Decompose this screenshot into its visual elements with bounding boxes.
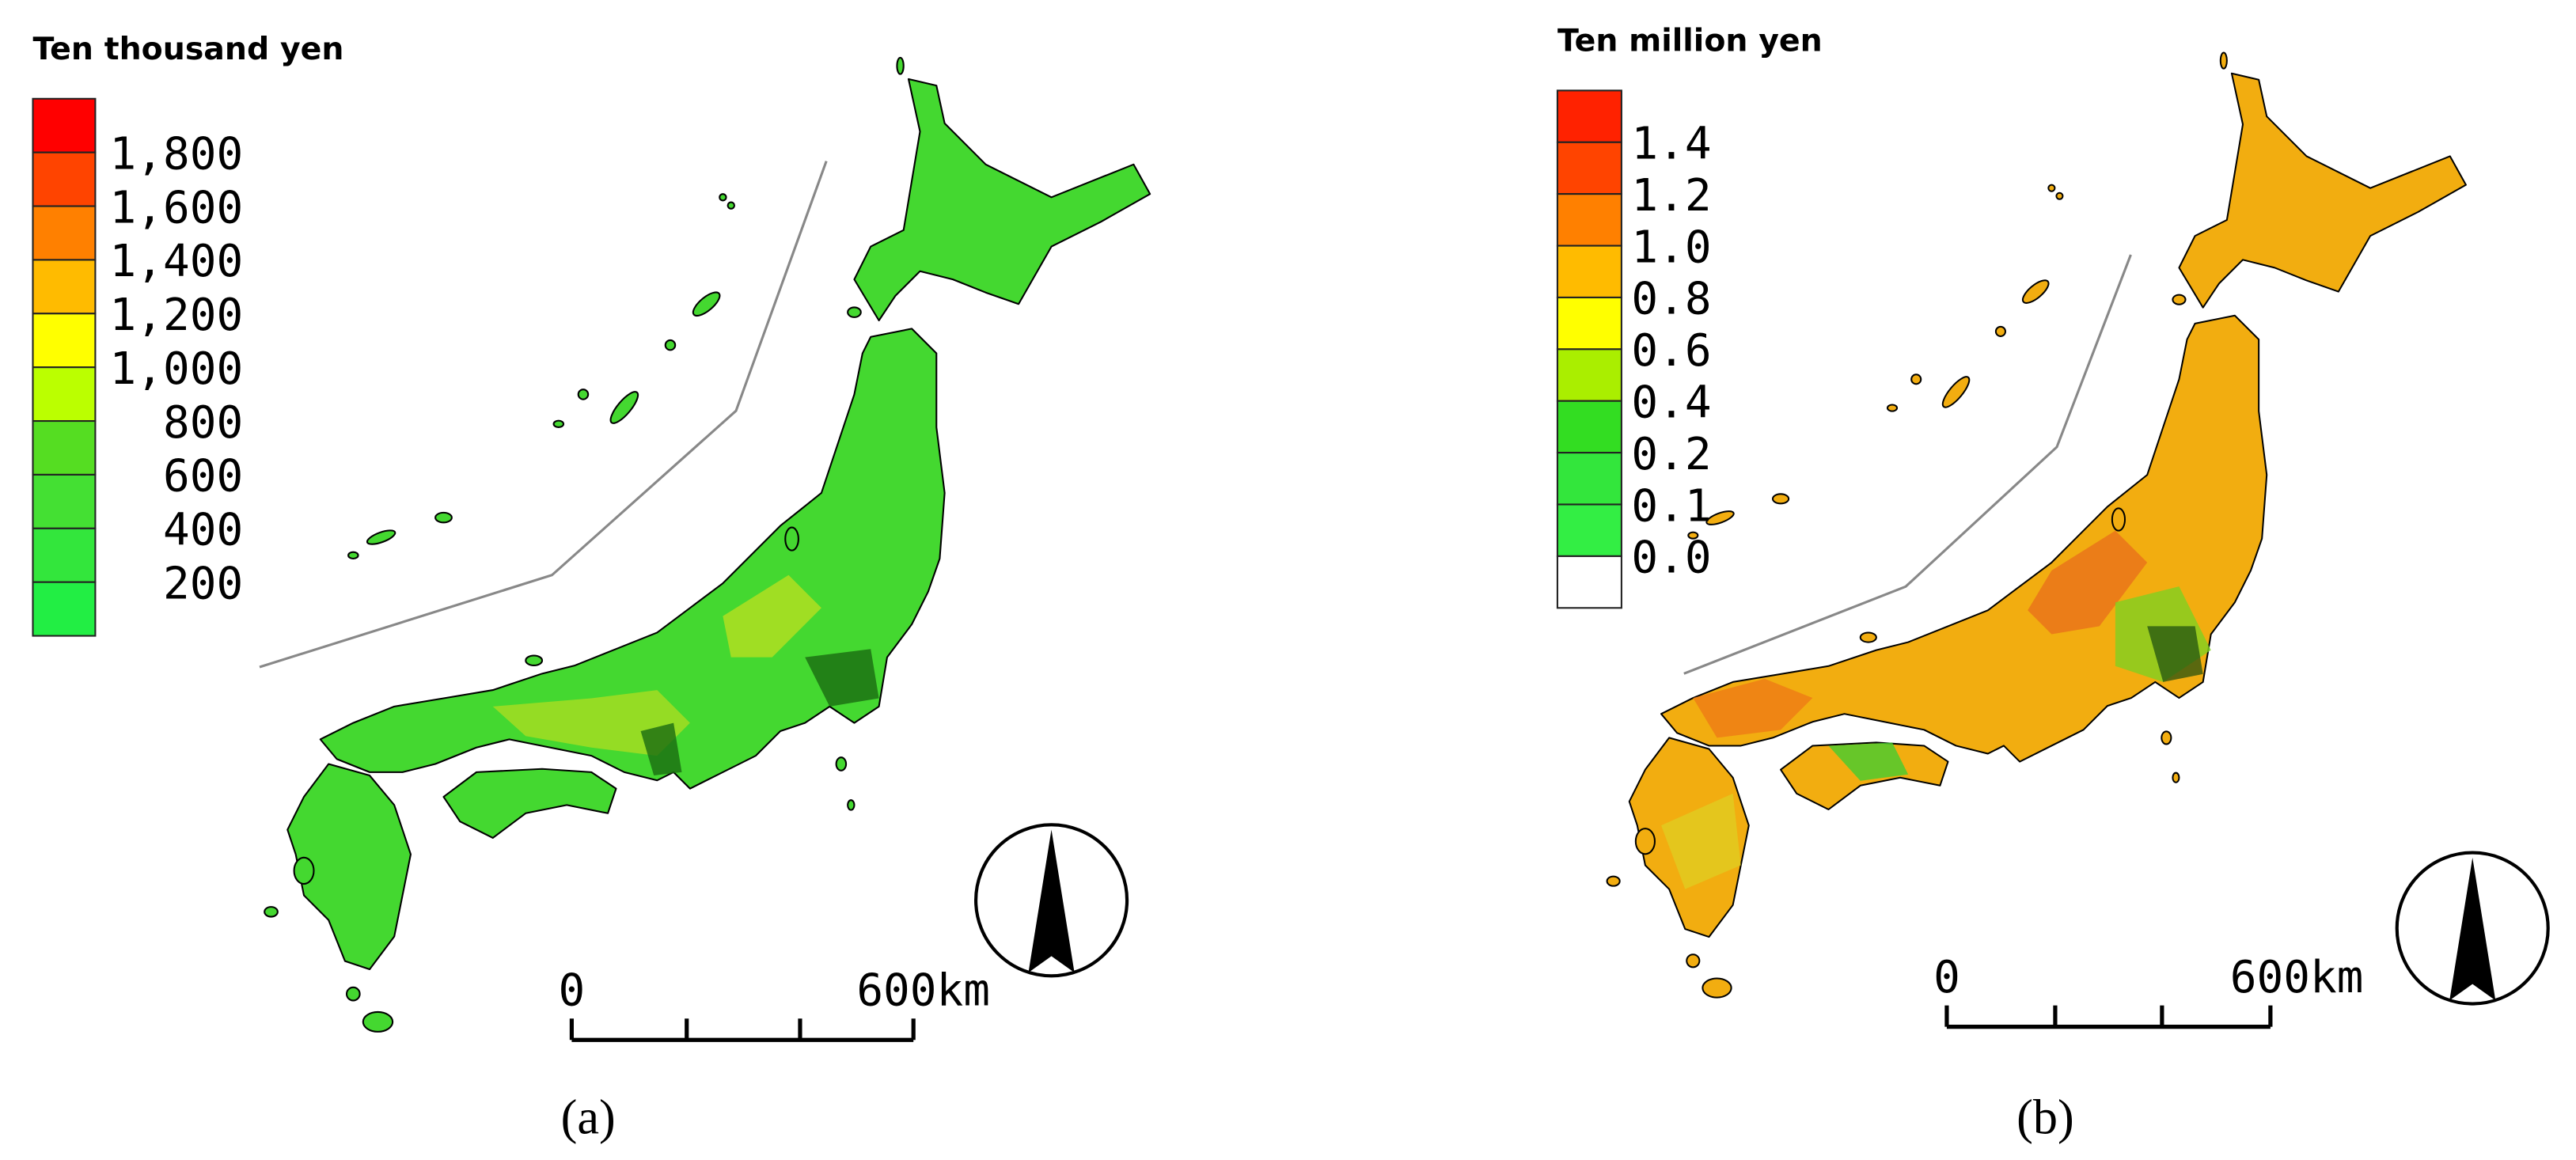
- legend-swatch: [32, 366, 97, 423]
- legend-swatch: [1556, 141, 1622, 195]
- legend-label: 1,200: [110, 290, 244, 341]
- region-patch: [1661, 793, 1741, 889]
- region-patch: [2028, 530, 2148, 635]
- legend-label: 1,400: [110, 236, 244, 287]
- region-patch: [2147, 626, 2203, 682]
- legend-swatch: [1556, 193, 1622, 247]
- legend-label: 200: [163, 558, 243, 609]
- region-patch: [640, 722, 682, 776]
- legend-swatch: [1556, 555, 1622, 609]
- caption: (a): [561, 1091, 616, 1145]
- scale-bar: [569, 1018, 916, 1042]
- legend-swatch: [32, 205, 97, 261]
- japan-map: [264, 56, 1151, 1033]
- legend-swatch: [1556, 89, 1622, 143]
- legend-swatch: [32, 313, 97, 369]
- scale-label: 0: [559, 965, 586, 1017]
- region-patch: [492, 690, 690, 756]
- compass-circle: [2395, 851, 2550, 1006]
- legend-label: 0.6: [1631, 325, 1711, 377]
- region-patch: [1828, 742, 1909, 781]
- legend-label: 400: [163, 505, 243, 556]
- legend-title: Ten thousand yen: [33, 31, 344, 67]
- legend-label: 1,800: [110, 128, 244, 180]
- map-b: 0 600km (b) Ten million yen 1.41.21.00.8…: [1556, 23, 2550, 1145]
- legend-label: 1.2: [1631, 170, 1711, 222]
- legend-swatch: [1556, 296, 1622, 351]
- legend-label: 0.1: [1631, 480, 1711, 532]
- inset-line: [1683, 254, 2132, 675]
- legend-swatch: [32, 527, 97, 583]
- scale-bar: [1944, 1005, 2273, 1029]
- north-arrow: [2449, 857, 2496, 1001]
- legend-swatch: [32, 151, 97, 207]
- legend-swatch: [1556, 400, 1622, 454]
- legend-swatch: [32, 97, 97, 154]
- legend-label: 1.4: [1631, 119, 1711, 170]
- caption: (b): [2016, 1091, 2074, 1145]
- legend-label: 800: [163, 397, 243, 449]
- legend-label: 0.2: [1631, 429, 1711, 480]
- legend-swatch: [1556, 348, 1622, 402]
- legend-swatch: [32, 259, 97, 315]
- scale-label: 0: [1933, 952, 1960, 1003]
- legend-label: 600: [163, 451, 243, 502]
- north-arrow: [1028, 829, 1075, 973]
- compass-circle: [974, 823, 1129, 978]
- map-a: 0 600km (a) Ten thousand yen 1,8001,6001…: [32, 31, 1151, 1145]
- region-patch: [805, 649, 879, 707]
- legend-label: 1,600: [110, 182, 244, 233]
- scale-label: 600km: [856, 965, 990, 1017]
- legend-swatch: [1556, 503, 1622, 557]
- legend-swatch: [32, 581, 97, 637]
- scale-label: 600km: [2230, 952, 2364, 1003]
- legend-label: 1,000: [110, 343, 244, 395]
- legend-label: 1.0: [1631, 222, 1711, 273]
- legend-swatch: [32, 420, 97, 476]
- legend-label: 0.4: [1631, 377, 1711, 428]
- legend-label: 0.8: [1631, 274, 1711, 325]
- inset-line: [259, 161, 828, 669]
- legend-swatch: [1556, 452, 1622, 506]
- legend-title: Ten million yen: [1557, 23, 1823, 59]
- region-patch: [723, 574, 821, 658]
- region-patch: [1693, 678, 1813, 738]
- legend-swatch: [32, 473, 97, 529]
- legend-label: 0.0: [1631, 533, 1711, 584]
- legend: 1.41.21.00.80.60.40.20.10.0: [1556, 89, 1712, 609]
- legend-swatch: [1556, 245, 1622, 298]
